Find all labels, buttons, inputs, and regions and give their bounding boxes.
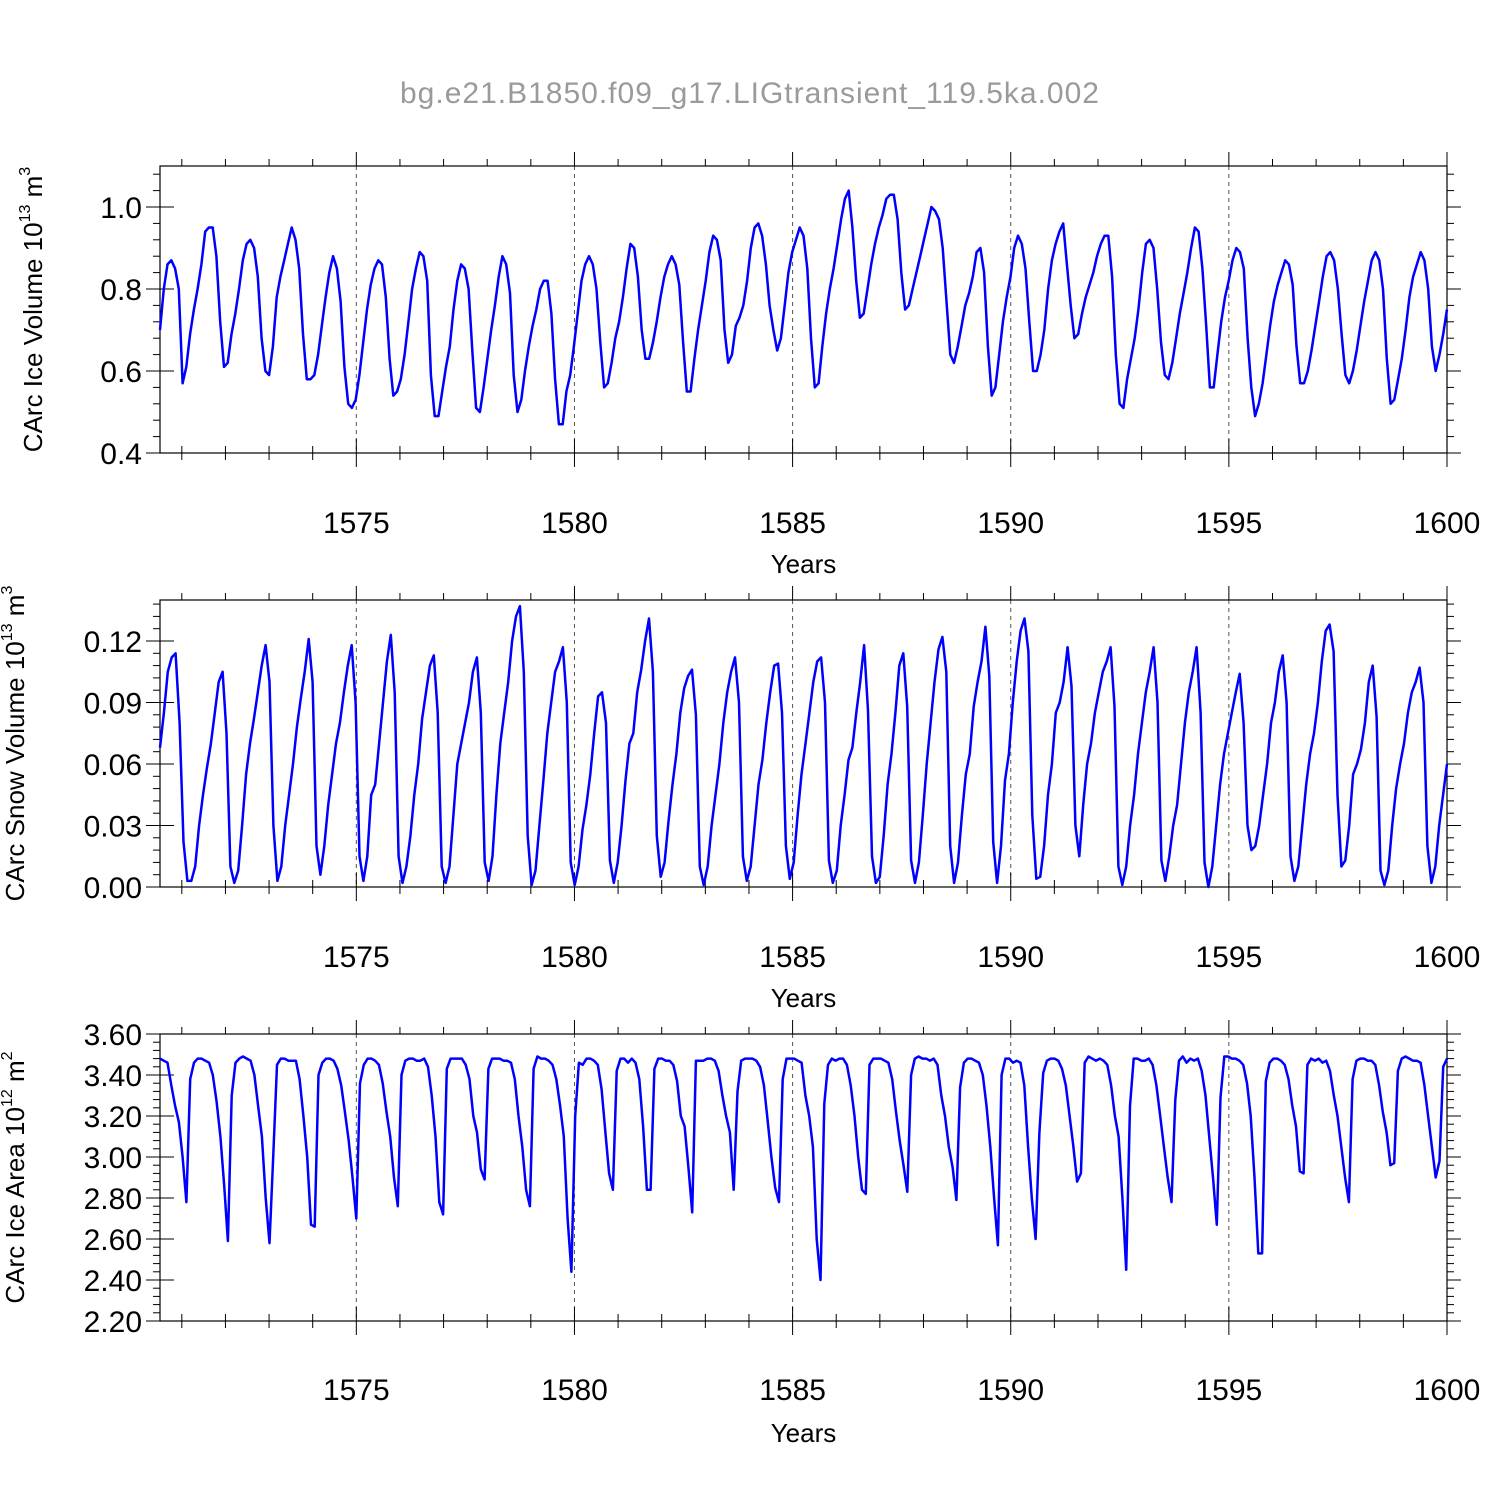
panels: 1575 1580 1585 1590 1595 1600 0.4 0.6 0.8 1.0 Year… (0, 152, 1480, 1448)
y-axis-title: CArc Ice Area 1012 m2 (0, 1051, 30, 1303)
y-tick-label: 2.40 (84, 1265, 142, 1298)
y-tick-label: 0.6 (100, 356, 142, 389)
x-tick-label: 1585 (759, 1374, 826, 1407)
x-tick-label: 1600 (1414, 507, 1481, 540)
y-axis-title-unit-exponent: 3 (17, 167, 34, 176)
panel-ice-volume: 1575 1580 1585 1590 1595 1600 0.4 0.6 0.8 1.0 Year… (17, 152, 1480, 579)
y-tick-label: 1.0 (100, 192, 142, 225)
x-tick-label: 1575 (323, 507, 390, 540)
y-tick-label: 0.06 (84, 749, 142, 782)
figure-title: bg.e21.B1850.f09_g17.LIGtransient_119.5k… (400, 77, 1100, 110)
y-tick-label: 0.09 (84, 688, 142, 721)
y-axis-title: CArc Ice Volume 1013 m3 (17, 167, 48, 452)
y-axis-title-unit: m (0, 595, 30, 624)
x-tick-label: 1600 (1414, 941, 1481, 974)
x-tick-label: 1600 (1414, 1374, 1481, 1407)
y-axis-title-unit: m (18, 176, 48, 205)
x-tick-label: 1585 (759, 507, 826, 540)
y-tick-label: 3.60 (84, 1019, 142, 1052)
y-tick-label: 0.03 (84, 811, 142, 844)
y-axis-title-main: CArc Snow Volume 10 (0, 641, 30, 901)
y-tick-label: 3.00 (84, 1142, 142, 1175)
x-axis-title: Years (771, 983, 837, 1013)
x-tick-label: 1595 (1195, 941, 1262, 974)
y-axis-title-exponent: 12 (0, 1089, 16, 1107)
y-axis-title-exponent: 13 (17, 205, 34, 223)
y-axis-title-exponent: 13 (0, 623, 16, 641)
panel-snow-volume: 1575 1580 1585 1590 1595 1600 0.00 0.03 0.06 0.09… (0, 586, 1480, 1013)
y-axis-title-main: CArc Ice Volume 10 (18, 222, 48, 452)
y-tick-label: 0.00 (84, 872, 142, 905)
x-tick-label: 1585 (759, 941, 826, 974)
y-tick-label: 0.8 (100, 274, 142, 307)
x-tick-label: 1580 (541, 1374, 608, 1407)
x-tick-label: 1590 (977, 1374, 1044, 1407)
x-tick-label: 1580 (541, 507, 608, 540)
x-tick-label: 1575 (323, 941, 390, 974)
x-tick-label: 1590 (977, 507, 1044, 540)
x-axis-title: Years (771, 1418, 837, 1448)
x-axis-title: Years (771, 549, 837, 579)
series-line (158, 189, 1449, 426)
y-axis-title-main: CArc Ice Area 10 (0, 1107, 30, 1304)
y-tick-label: 2.60 (84, 1224, 142, 1257)
y-axis-title-unit: m (0, 1060, 30, 1089)
plot-frame (159, 1033, 1448, 1322)
x-tick-label: 1575 (323, 1374, 390, 1407)
x-tick-label: 1595 (1195, 507, 1262, 540)
plot-frame (159, 599, 1448, 888)
x-tick-label: 1590 (977, 941, 1044, 974)
y-tick-label: 3.20 (84, 1101, 142, 1134)
y-tick-label: 2.80 (84, 1183, 142, 1216)
y-tick-label: 0.4 (100, 438, 142, 471)
y-axis-title-unit-exponent: 2 (0, 1051, 16, 1060)
y-tick-label: 3.40 (84, 1060, 142, 1093)
y-axis-title-unit-exponent: 3 (0, 586, 16, 595)
series-line (159, 1055, 1449, 1282)
y-tick-label: 2.20 (84, 1306, 142, 1339)
x-tick-label: 1595 (1195, 1374, 1262, 1407)
x-tick-label: 1580 (541, 941, 608, 974)
y-axis-title: CArc Snow Volume 1013 m3 (0, 586, 30, 902)
y-tick-label: 0.12 (84, 626, 142, 659)
series-line (158, 604, 1449, 889)
panel-ice-area: 1575 1580 1585 1590 1595 1600 2.20 2.40 2.60 2.80… (0, 1019, 1480, 1448)
